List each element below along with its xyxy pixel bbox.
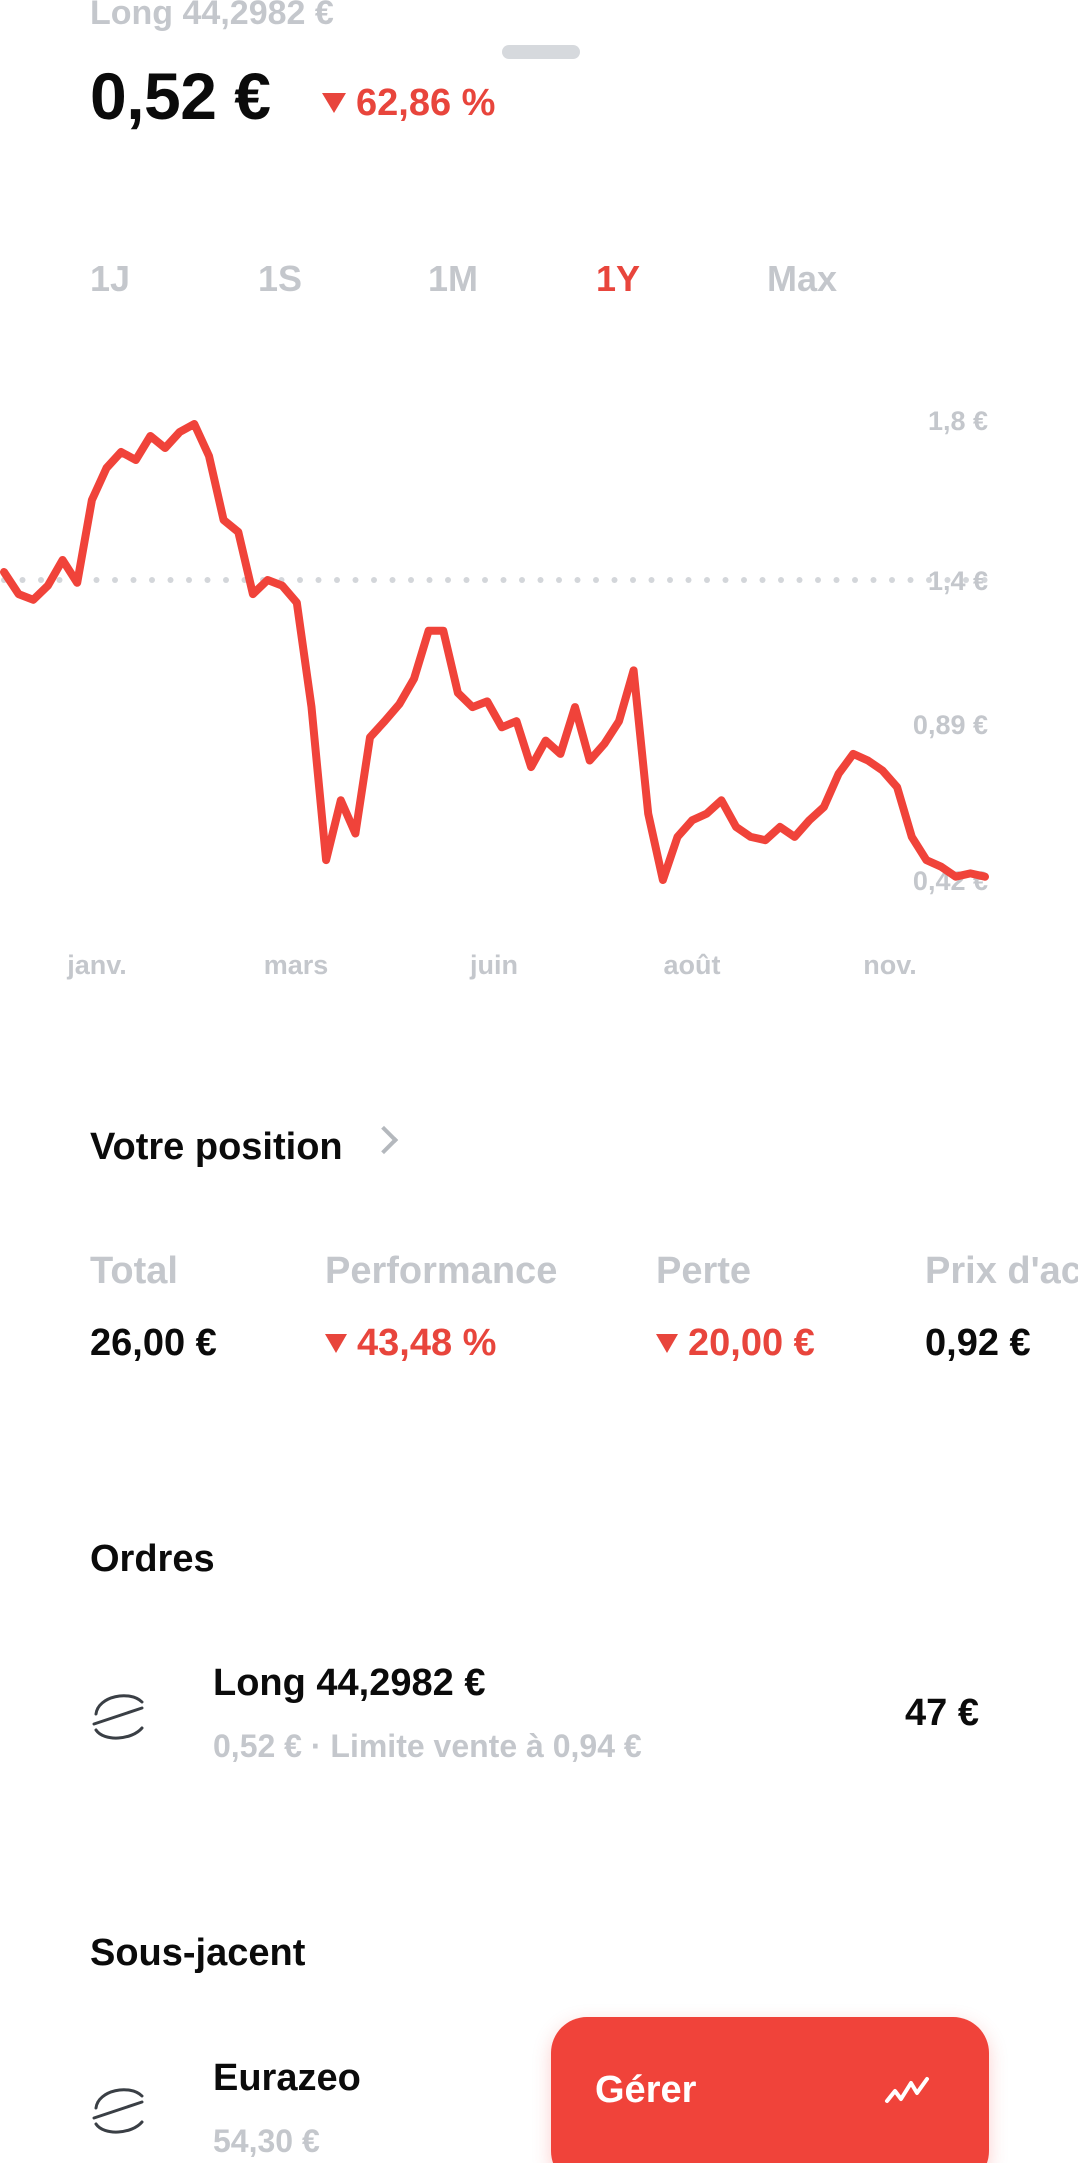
price-change-value: 62,86 % <box>356 82 496 124</box>
x-tick-label: août <box>664 950 721 980</box>
underlying-price: 54,30 € <box>213 2123 320 2159</box>
reference-line-dot <box>778 577 784 583</box>
price-change: 62,86 % <box>322 82 495 125</box>
reference-line-dot <box>667 577 673 583</box>
reference-line-dot <box>463 577 470 583</box>
orders-section-title: Ordres <box>90 1538 215 1580</box>
reference-line-dot <box>204 577 211 583</box>
stat-label-loss: Perte <box>656 1250 752 1292</box>
price-line <box>0 420 989 884</box>
reference-line-dot <box>297 577 303 583</box>
down-arrow-icon <box>656 1334 678 1353</box>
x-tick-label: nov. <box>863 950 917 980</box>
reference-line-dot <box>870 577 877 583</box>
price-chart[interactable]: 1,8 €1,4 €0,89 €0,42 €janv. mars juin août n… <box>0 370 1078 980</box>
stat-label-total: Total <box>90 1250 178 1292</box>
x-tick-label: juin <box>469 950 518 980</box>
reference-line-dot <box>815 577 821 583</box>
reference-line-dot <box>371 577 377 583</box>
stat-value-total: 26,00 € <box>90 1322 217 1364</box>
reference-line-dot <box>149 577 155 583</box>
reference-line-dot <box>704 577 710 583</box>
y-tick-label: 0,89 € <box>913 710 988 740</box>
reference-line-dot <box>19 577 26 583</box>
reference-line-dot <box>38 577 44 583</box>
reference-line-dot <box>352 577 359 583</box>
reference-line-dot <box>537 577 544 583</box>
y-tick-label: 1,4 € <box>928 566 988 596</box>
reference-line-dot <box>963 577 969 583</box>
reference-line-dot <box>167 577 174 583</box>
reference-line-dot <box>93 577 100 583</box>
reference-line-dot <box>223 577 229 583</box>
reference-line-dot <box>907 577 914 583</box>
x-tick-label: janv. <box>66 950 127 980</box>
reference-line-dot <box>334 577 340 583</box>
order-subtitle: 0,52 € · Limite vente à 0,94 € <box>213 1728 642 1764</box>
reference-line-dot <box>741 577 747 583</box>
reference-line-dot <box>389 577 396 583</box>
stat-label-performance: Performance <box>325 1250 558 1292</box>
eurazeo-logo-icon <box>92 1694 144 1740</box>
order-amount: 47 € <box>905 1692 979 1734</box>
range-tab-1s[interactable]: 1S <box>258 258 303 299</box>
position-subtitle: Long 44,2982 € <box>90 0 334 32</box>
position-section-title[interactable]: Votre position <box>90 1126 343 1168</box>
y-tick-label: 1,8 € <box>928 406 988 436</box>
loss-value: 20,00 € <box>688 1322 815 1364</box>
underlying-name[interactable]: Eurazeo <box>213 2057 361 2099</box>
underlying-section-title: Sous-jacent <box>90 1932 306 1974</box>
stat-label-purchase-price: Prix d'ac <box>925 1250 1078 1292</box>
reference-line-dot <box>926 577 932 583</box>
reference-line-dot <box>315 577 322 583</box>
reference-line-dot <box>56 577 63 583</box>
reference-line-dot <box>796 577 803 583</box>
range-tab-1m[interactable]: 1M <box>428 258 479 299</box>
manage-button-label: Gérer <box>595 2069 697 2111</box>
reference-line-dot <box>574 577 581 583</box>
reference-line-dot <box>500 577 507 583</box>
reference-line-dot <box>889 577 895 583</box>
x-tick-label: mars <box>264 950 329 980</box>
reference-line-dot <box>944 577 951 583</box>
reference-line-dot <box>593 577 599 583</box>
reference-line-dot <box>130 577 137 583</box>
performance-value: 43,48 % <box>357 1322 497 1364</box>
range-tab-1j[interactable]: 1J <box>90 258 131 299</box>
reference-line-dot <box>611 577 618 583</box>
range-tab-max[interactable]: Max <box>767 258 838 299</box>
range-tab-1y[interactable]: 1Y <box>596 258 641 299</box>
reference-line-dot <box>630 577 636 583</box>
stat-value-performance: 43,48 % <box>325 1322 496 1365</box>
reference-line-dot <box>685 577 692 583</box>
reference-line-dot <box>833 577 840 583</box>
reference-line-dot <box>112 577 118 583</box>
chart-line-icon <box>885 2077 929 2103</box>
manage-button[interactable]: Gérer <box>551 2017 989 2163</box>
reference-line-dot <box>722 577 729 583</box>
reference-line-dot <box>556 577 562 583</box>
current-price: 0,52 € <box>90 59 271 133</box>
reference-line-dot <box>445 577 451 583</box>
chevron-right-icon[interactable] <box>369 1125 399 1155</box>
reference-line-dot <box>426 577 433 583</box>
reference-line-dot <box>482 577 488 583</box>
stat-value-loss: 20,00 € <box>656 1322 815 1365</box>
reference-line-dot <box>408 577 414 583</box>
reference-line-dot <box>981 577 988 583</box>
stat-value-purchase-price: 0,92 € <box>925 1322 1031 1364</box>
reference-line-dot <box>648 577 655 583</box>
reference-line-dot <box>852 577 858 583</box>
down-arrow-icon <box>325 1334 347 1353</box>
reference-line-dot <box>519 577 525 583</box>
sheet-drag-handle[interactable] <box>502 45 580 59</box>
eurazeo-logo-icon <box>92 2088 144 2134</box>
order-title[interactable]: Long 44,2982 € <box>213 1662 486 1704</box>
reference-line-dot <box>759 577 766 583</box>
down-arrow-icon <box>322 93 346 113</box>
reference-line-dot <box>186 577 192 583</box>
